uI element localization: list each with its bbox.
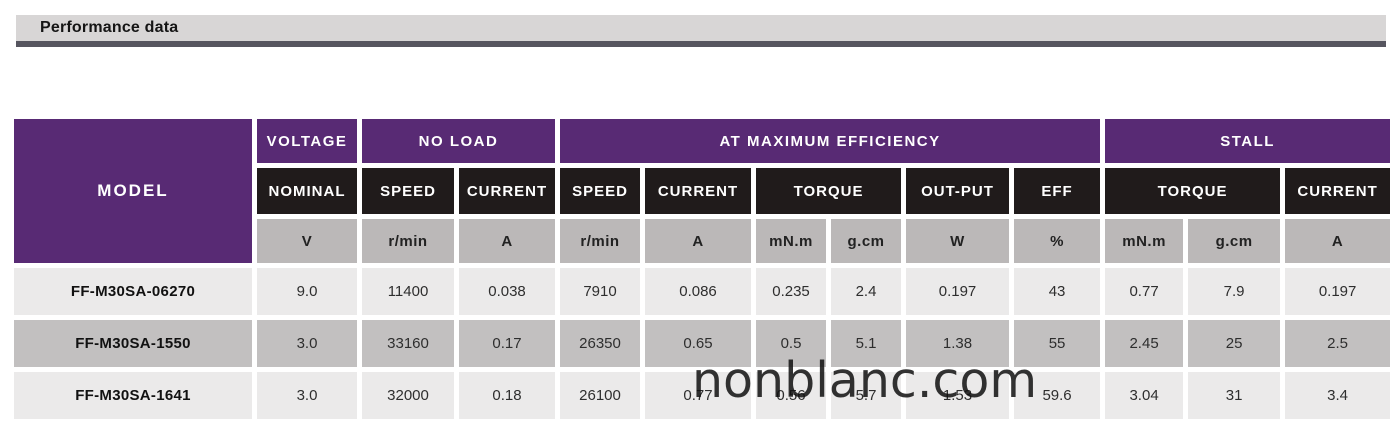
cell-noload-current: 0.17 (459, 320, 556, 367)
cell-stall-torque-gcm: 25 (1188, 320, 1281, 367)
unit-percent: % (1014, 219, 1101, 263)
unit-gcm-ame: g.cm (831, 219, 902, 263)
cell-ame-torque-gcm: 2.4 (831, 268, 902, 315)
cell-stall-torque-mnm: 0.77 (1105, 268, 1184, 315)
table-row: FF-M30SA-06270 9.0 11400 0.038 7910 0.08… (14, 268, 1391, 315)
group-header-row: MODEL VOLTAGE NO LOAD AT MAXIMUM EFFICIE… (14, 119, 1391, 263)
unit-mnm-ame: mN.m (756, 219, 827, 263)
cell-ame-current: 0.77 (645, 372, 752, 419)
cell-output: 1.38 (906, 320, 1010, 367)
cell-stall-torque-mnm: 2.45 (1105, 320, 1184, 367)
table-row: FF-M30SA-1550 3.0 33160 0.17 26350 0.65 … (14, 320, 1391, 367)
unit-row: V r/min A r/min A mN.m g.cm W % mN.m g.c… (14, 219, 1391, 263)
sub-header-ame-speed: SPEED (560, 168, 641, 214)
unit-a-noload: A (459, 219, 556, 263)
sub-header-nominal: NOMINAL (257, 168, 357, 214)
cell-noload-speed: 11400 (362, 268, 454, 315)
unit-mnm-stall: mN.m (1105, 219, 1184, 263)
cell-stall-torque-gcm: 31 (1188, 372, 1281, 419)
unit-gcm-stall: g.cm (1188, 219, 1281, 263)
section-title-bar: Performance data (16, 15, 1386, 47)
cell-ame-torque-mnm: 0.5 (756, 320, 827, 367)
cell-ame-current: 0.65 (645, 320, 752, 367)
cell-stall-torque-gcm: 7.9 (1188, 268, 1281, 315)
group-header-stall: STALL (1105, 119, 1391, 163)
cell-stall-current: 2.5 (1285, 320, 1391, 367)
group-header-voltage: VOLTAGE (257, 119, 357, 163)
sub-header-stall-torque: TORQUE (1105, 168, 1281, 214)
cell-voltage: 9.0 (257, 268, 357, 315)
sub-header-ame-torque: TORQUE (756, 168, 902, 214)
unit-a-stall: A (1285, 219, 1391, 263)
cell-noload-speed: 33160 (362, 320, 454, 367)
unit-rmin-noload: r/min (362, 219, 454, 263)
sub-header-eff: EFF (1014, 168, 1101, 214)
cell-stall-current: 0.197 (1285, 268, 1391, 315)
model-name: FF-M30SA-1550 (14, 320, 252, 367)
group-header-no-load: NO LOAD (362, 119, 556, 163)
sub-header-noload-current: CURRENT (459, 168, 556, 214)
cell-voltage: 3.0 (257, 320, 357, 367)
cell-ame-speed: 26100 (560, 372, 641, 419)
section-title: Performance data (40, 19, 179, 36)
unit-v: V (257, 219, 357, 263)
sub-header-output: OUT-PUT (906, 168, 1010, 214)
group-header-at-maximum-efficiency: AT MAXIMUM EFFICIENCY (560, 119, 1101, 163)
cell-ame-speed: 26350 (560, 320, 641, 367)
cell-ame-speed: 7910 (560, 268, 641, 315)
sub-header-stall-current: CURRENT (1285, 168, 1391, 214)
sub-header-ame-current: CURRENT (645, 168, 752, 214)
cell-noload-current: 0.038 (459, 268, 556, 315)
performance-table: MODEL VOLTAGE NO LOAD AT MAXIMUM EFFICIE… (9, 114, 1393, 424)
cell-output: 1.53 (906, 372, 1010, 419)
unit-rmin-ame: r/min (560, 219, 641, 263)
table-row: FF-M30SA-1641 3.0 32000 0.18 26100 0.77 … (14, 372, 1391, 419)
sub-header-noload-speed: SPEED (362, 168, 454, 214)
model-name: FF-M30SA-06270 (14, 268, 252, 315)
cell-ame-current: 0.086 (645, 268, 752, 315)
cell-eff: 59.6 (1014, 372, 1101, 419)
cell-ame-torque-mnm: 0.56 (756, 372, 827, 419)
unit-a-ame: A (645, 219, 752, 263)
cell-voltage: 3.0 (257, 372, 357, 419)
model-name: FF-M30SA-1641 (14, 372, 252, 419)
sub-header-row: NOMINAL SPEED CURRENT SPEED CURRENT TORQ… (14, 168, 1391, 214)
cell-eff: 43 (1014, 268, 1101, 315)
cell-noload-speed: 32000 (362, 372, 454, 419)
cell-eff: 55 (1014, 320, 1101, 367)
cell-output: 0.197 (906, 268, 1010, 315)
cell-ame-torque-gcm: 5.7 (831, 372, 902, 419)
unit-w: W (906, 219, 1010, 263)
model-column-header: MODEL (14, 119, 252, 263)
cell-noload-current: 0.18 (459, 372, 556, 419)
cell-ame-torque-gcm: 5.1 (831, 320, 902, 367)
cell-ame-torque-mnm: 0.235 (756, 268, 827, 315)
cell-stall-current: 3.4 (1285, 372, 1391, 419)
cell-stall-torque-mnm: 3.04 (1105, 372, 1184, 419)
